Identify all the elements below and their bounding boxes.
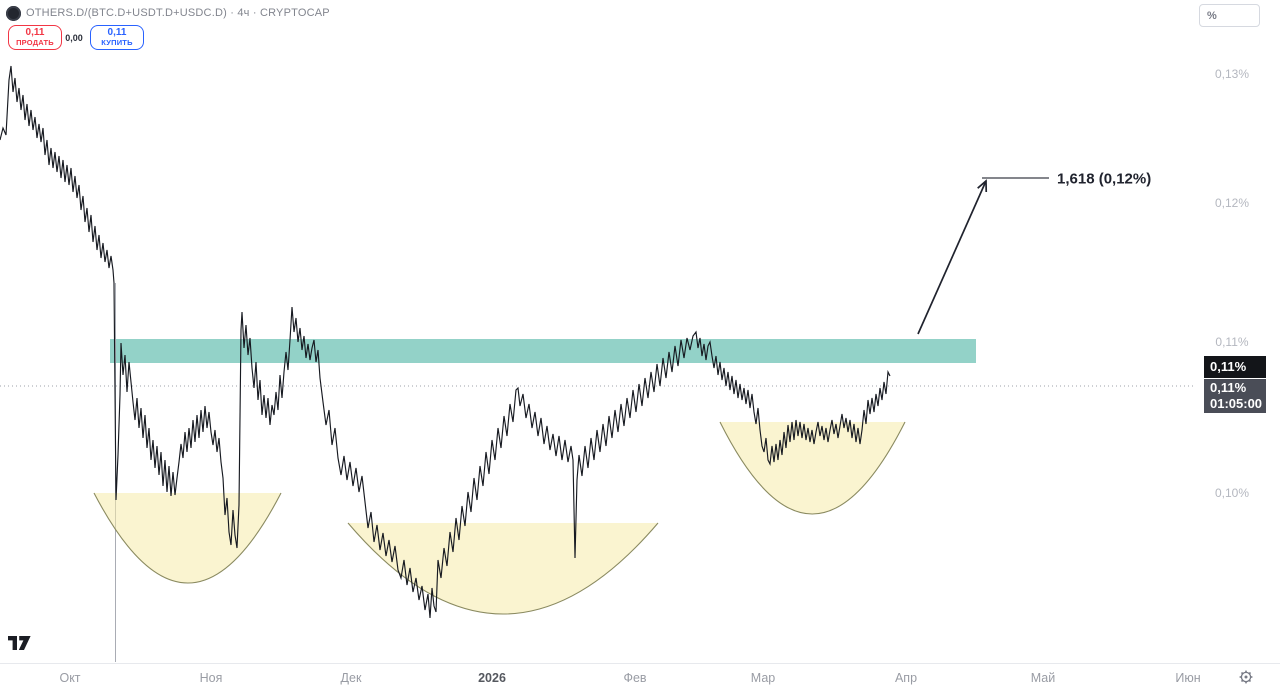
buy-button[interactable]: 0,11 КУПИТЬ	[90, 25, 144, 50]
countdown-price-value: 0,11%	[1210, 380, 1247, 395]
scale-percent-button[interactable]: %	[1199, 4, 1260, 27]
last-price-badge: 0,11%	[1204, 356, 1266, 378]
time-axis-label: Июн	[1175, 671, 1201, 685]
symbol-logo-icon	[6, 5, 21, 21]
time-axis-label: Ноя	[199, 671, 223, 685]
time-axis-label: Фев	[623, 671, 647, 685]
price-axis-label: 0,11%	[1215, 335, 1249, 349]
last-price-value: 0,11%	[1210, 359, 1247, 374]
time-axis-label: Окт	[59, 671, 81, 685]
price-axis-label: 0,10%	[1214, 486, 1250, 500]
spread-value: 0,00	[65, 32, 83, 43]
time-axis[interactable]: Окт Ноя Дек 2026 Фев Мар Апр Май Июн	[0, 663, 1280, 693]
resistance-band[interactable]	[110, 339, 976, 363]
time-axis-label: Май	[1030, 671, 1056, 685]
buy-price: 0,11	[107, 27, 127, 39]
sell-price: 0,11	[25, 27, 45, 39]
time-axis-label: Мар	[750, 671, 776, 685]
sell-button[interactable]: 0,11 ПРОДАТЬ	[8, 25, 62, 50]
price-axis-label: 0,13%	[1214, 67, 1250, 81]
countdown-badge: 0,11% 01:05:00	[1204, 379, 1266, 413]
bar-countdown-timer: 01:05:00	[1210, 396, 1263, 411]
time-axis-label: Апр	[894, 671, 918, 685]
buy-button-label: КУПИТЬ	[101, 37, 133, 47]
price-axis-label: 0,12%	[1214, 196, 1250, 210]
projection-arrow[interactable]	[917, 180, 987, 335]
cup-pattern-fill[interactable]	[348, 523, 658, 614]
percent-icon: %	[1207, 9, 1217, 22]
sell-button-label: ПРОДАТЬ	[16, 37, 54, 47]
tradingview-logo-icon[interactable]	[8, 636, 32, 651]
time-axis-label: Дек	[340, 671, 362, 685]
cup-pattern-arc	[93, 492, 282, 584]
axis-settings-gear-icon[interactable]	[1238, 669, 1254, 685]
cup-pattern-arc	[347, 522, 659, 615]
time-axis-label: 2026	[478, 671, 506, 685]
trade-panel: 0,11 ПРОДАТЬ 0,00 0,11 КУПИТЬ	[8, 25, 144, 50]
symbol-title: OTHERS.D/(BTC.D+USDT.D+USDC.D) · 4ч · CR…	[26, 7, 330, 19]
cup-pattern-arc	[719, 421, 906, 515]
projection-arrowhead	[977, 179, 988, 193]
fib-target-label: 1,618 (0,12%)	[1057, 170, 1152, 188]
price-line-series	[0, 65, 891, 619]
symbol-legend[interactable]: OTHERS.D/(BTC.D+USDT.D+USDC.D) · 4ч · CR…	[6, 4, 330, 22]
